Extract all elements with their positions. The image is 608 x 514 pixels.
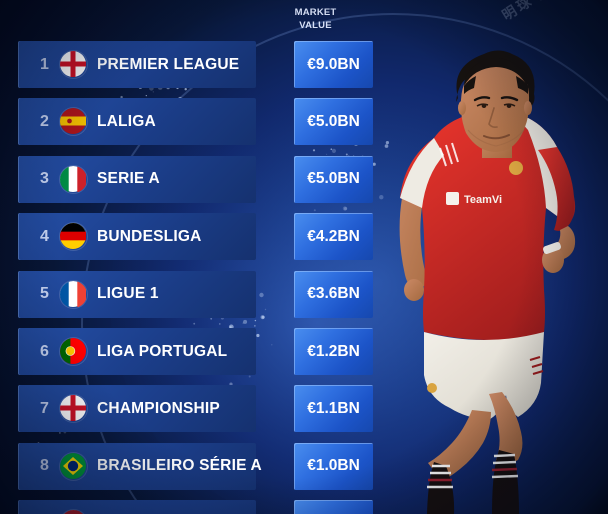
svg-text:TeamVi: TeamVi xyxy=(464,194,502,206)
